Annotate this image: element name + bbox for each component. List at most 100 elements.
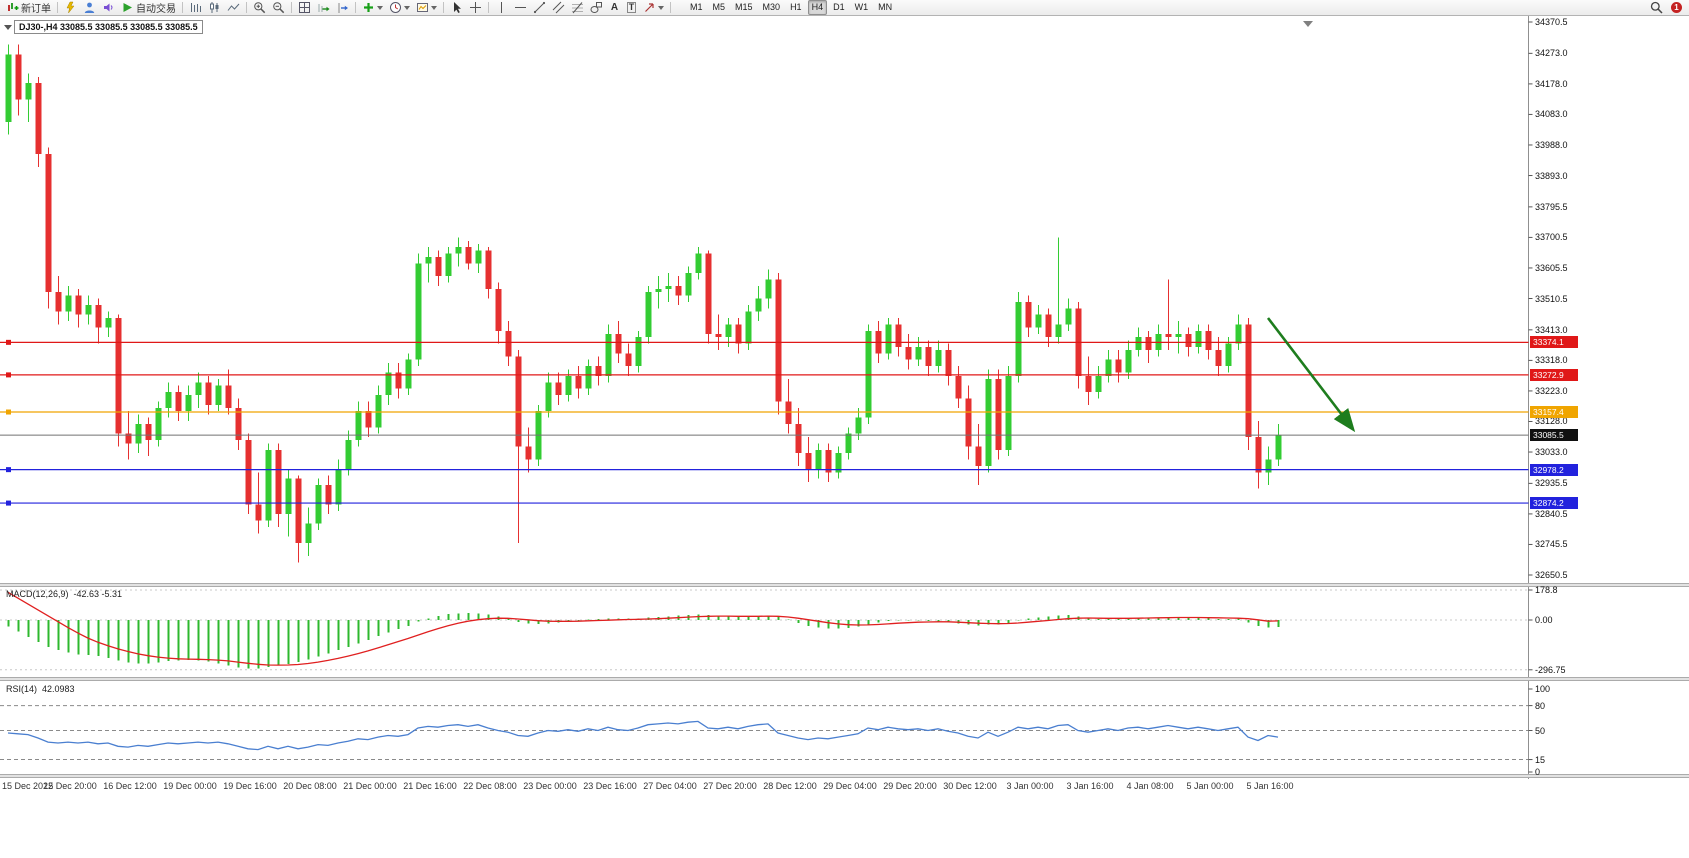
- auto-scroll-icon: [317, 1, 330, 14]
- indicators-button[interactable]: [359, 1, 386, 15]
- timeframe-button-M30[interactable]: M30: [762, 2, 781, 12]
- candlestick-chart-button[interactable]: [205, 1, 224, 15]
- candle-body: [255, 504, 262, 521]
- candle-body: [215, 385, 222, 405]
- chart-shift-marker[interactable]: [1303, 21, 1313, 27]
- candle-body: [725, 324, 732, 338]
- new-order-button[interactable]: 新订单: [3, 1, 54, 15]
- candle-body: [545, 382, 552, 412]
- candle-body: [1105, 359, 1112, 376]
- channel-button[interactable]: [549, 1, 568, 15]
- line-anchor-handle[interactable]: [6, 339, 11, 345]
- chart-shift-button[interactable]: [333, 1, 352, 15]
- trend-arrow-object[interactable]: [1266, 317, 1356, 433]
- candle-body: [35, 83, 42, 154]
- candle-body: [625, 353, 632, 367]
- candle-body: [55, 292, 62, 312]
- speaker-icon: [102, 1, 115, 14]
- timeframe-group: M1 M5 M15 M30 H1 H4 D1 W1 MN: [686, 0, 896, 15]
- panel-splitter-rsi[interactable]: [0, 677, 1689, 681]
- arrows-tool-button[interactable]: [640, 1, 667, 15]
- horizontal-line-icon: [514, 1, 527, 14]
- candle-body: [175, 391, 182, 412]
- panel-splitter-macd[interactable]: [0, 583, 1689, 587]
- panel-splitter-time-axis[interactable]: [0, 774, 1689, 778]
- candle-body: [735, 324, 742, 344]
- horizontal-line-button[interactable]: [511, 1, 530, 15]
- price-tag-32874.2: 32874.2: [1530, 497, 1578, 510]
- candle-body: [1245, 324, 1252, 437]
- candle-body: [845, 433, 852, 453]
- channel-icon: [552, 1, 565, 14]
- toolbar-separator: [182, 2, 183, 13]
- line-anchor-handle[interactable]: [6, 409, 11, 415]
- price-axis-label: 33510.5: [1535, 293, 1568, 304]
- candle-body: [165, 391, 172, 408]
- candle-body: [415, 263, 422, 360]
- zoom-out-button[interactable]: [269, 1, 288, 15]
- time-axis-label: 15 Dec 20:00: [43, 781, 97, 791]
- shapes-button[interactable]: [587, 1, 606, 15]
- text-tool-button[interactable]: A: [606, 1, 623, 15]
- candle-body: [995, 379, 1002, 450]
- price-tag-32978.2: 32978.2: [1530, 463, 1578, 476]
- candle-body: [305, 523, 312, 544]
- timeframe-button-H1[interactable]: H1: [790, 2, 802, 12]
- line-anchor-handle[interactable]: [6, 500, 11, 506]
- candle-body: [225, 385, 232, 408]
- alerts-button[interactable]: [99, 1, 118, 15]
- fibonacci-button[interactable]: [568, 1, 587, 15]
- zoom-in-button[interactable]: [250, 1, 269, 15]
- price-axis-label: 34083.0: [1535, 109, 1568, 120]
- autotrade-button[interactable]: 自动交易: [118, 1, 179, 15]
- candle-body: [245, 440, 252, 505]
- line-anchor-handle[interactable]: [6, 467, 11, 473]
- one-click-trading-toggle-icon[interactable]: [4, 25, 12, 30]
- search-icon: [1650, 1, 1663, 14]
- macd-axis-label: -296.75: [1535, 664, 1566, 675]
- notification-badge[interactable]: 1: [1671, 2, 1682, 13]
- templates-button[interactable]: [413, 1, 440, 15]
- timeframe-button-M15[interactable]: M15: [735, 2, 753, 12]
- chevron-down-icon: [658, 5, 664, 10]
- search-button[interactable]: [1647, 1, 1666, 15]
- candle-body: [865, 330, 872, 418]
- timeframe-button-D1[interactable]: D1: [833, 2, 845, 12]
- text-label-button[interactable]: T: [623, 1, 640, 15]
- chevron-down-icon: [404, 5, 410, 10]
- candle-body: [95, 305, 102, 328]
- trendline-button[interactable]: [530, 1, 549, 15]
- time-axis-label: 27 Dec 20:00: [703, 781, 757, 791]
- candle-body: [1065, 308, 1072, 325]
- chart-area[interactable]: DJ30-,H4 33085.5 33085.5 33085.5 33085.5…: [0, 16, 1689, 858]
- timeframe-button-MN[interactable]: MN: [878, 2, 893, 12]
- chart-shift-icon: [336, 1, 349, 14]
- candle-body: [645, 292, 652, 338]
- lightning-button[interactable]: [61, 1, 80, 15]
- timeframe-button-M1[interactable]: M1: [690, 2, 703, 12]
- candle-body: [115, 317, 122, 434]
- toolbar-separator: [355, 2, 356, 13]
- profiles-button[interactable]: [80, 1, 99, 15]
- candle-body: [685, 272, 692, 296]
- timeframe-button-M5[interactable]: M5: [712, 2, 726, 12]
- timeframe-button-W1[interactable]: W1: [854, 2, 869, 12]
- tile-windows-button[interactable]: [295, 1, 314, 15]
- cursor-button[interactable]: [447, 1, 466, 15]
- rsi-axis-label: 0: [1535, 767, 1541, 777]
- time-axis-label: 19 Dec 00:00: [163, 781, 217, 791]
- timeframe-button-H4[interactable]: H4: [807, 0, 828, 15]
- candle-body: [765, 279, 772, 299]
- periods-button[interactable]: [386, 1, 413, 15]
- line-anchor-handle[interactable]: [6, 372, 11, 378]
- vertical-line-button[interactable]: [492, 1, 511, 15]
- toolb-separator: [57, 2, 58, 13]
- line-chart-button[interactable]: [224, 1, 243, 15]
- candle-body: [745, 311, 752, 344]
- candle-body: [1165, 334, 1172, 338]
- auto-scroll-button[interactable]: [314, 1, 333, 15]
- candle-body: [595, 366, 602, 376]
- symbol-ohlc-header: DJ30-,H4 33085.5 33085.5 33085.5 33085.5: [14, 20, 203, 34]
- crosshair-button[interactable]: [466, 1, 485, 15]
- bar-chart-button[interactable]: [186, 1, 205, 15]
